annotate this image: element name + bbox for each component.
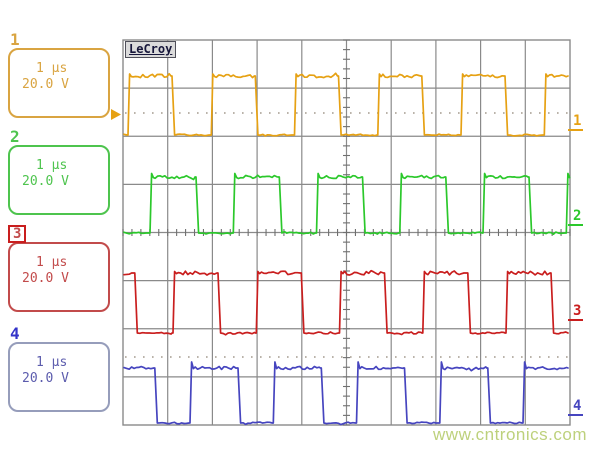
channel-2-timebase: 1 µs	[36, 158, 68, 173]
lecroy-brand-badge: LeCroy	[125, 41, 177, 58]
channel-3-info-box[interactable]: 1 µs 20.0 V	[8, 242, 110, 312]
channel-1-volts-per-div: 20.0 V	[22, 77, 69, 92]
channel-1-number: 1	[10, 30, 20, 49]
channel-3-timebase: 1 µs	[36, 255, 68, 270]
channel-1-trace	[123, 72, 569, 137]
channel-4-number: 4	[10, 324, 20, 343]
channel-2-level-marker: 2	[568, 209, 583, 226]
channel-2-volts-per-div: 20.0 V	[22, 174, 69, 189]
channel-1-info-box[interactable]: 1 µs 20.0 V	[8, 48, 110, 118]
channel-2-descriptor[interactable]: 2 1 µs 20.0 V	[8, 129, 110, 215]
channel-4-volts-per-div: 20.0 V	[22, 371, 69, 386]
channel-2-trace	[123, 172, 571, 236]
trigger-level-arrow-icon	[111, 109, 121, 120]
channel-3-descriptor[interactable]: 3 1 µs 20.0 V	[8, 225, 110, 312]
channel-3-level-marker: 3	[568, 304, 583, 321]
channel-4-info-box[interactable]: 1 µs 20.0 V	[8, 342, 110, 412]
channel-4-timebase: 1 µs	[36, 355, 68, 370]
channel-4-descriptor[interactable]: 4 1 µs 20.0 V	[8, 326, 110, 412]
channel-1-timebase: 1 µs	[36, 61, 68, 76]
channel-4-trace	[123, 361, 569, 426]
channel-3-volts-per-div: 20.0 V	[22, 271, 69, 286]
channel-1-level-marker: 1	[568, 114, 583, 131]
channel-1-descriptor[interactable]: 1 1 µs 20.0 V	[8, 32, 110, 118]
channel-2-number: 2	[10, 127, 20, 146]
channel-3-trace	[123, 269, 569, 336]
channel-3-number-selected-badge: 3	[8, 225, 27, 243]
channel-2-info-box[interactable]: 1 µs 20.0 V	[8, 145, 110, 215]
channel-4-level-marker: 4	[568, 399, 583, 416]
watermark-text: www.cntronics.com	[433, 425, 587, 444]
